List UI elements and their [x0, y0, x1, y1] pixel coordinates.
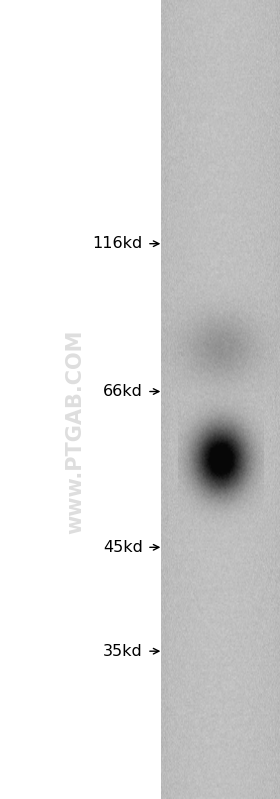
Text: 66kd: 66kd [103, 384, 143, 399]
Text: www.PTGAB.COM: www.PTGAB.COM [66, 329, 86, 534]
Bar [0, 0, 161, 799]
Text: 116kd: 116kd [93, 237, 143, 251]
Text: 35kd: 35kd [103, 644, 143, 658]
Text: 45kd: 45kd [103, 540, 143, 555]
